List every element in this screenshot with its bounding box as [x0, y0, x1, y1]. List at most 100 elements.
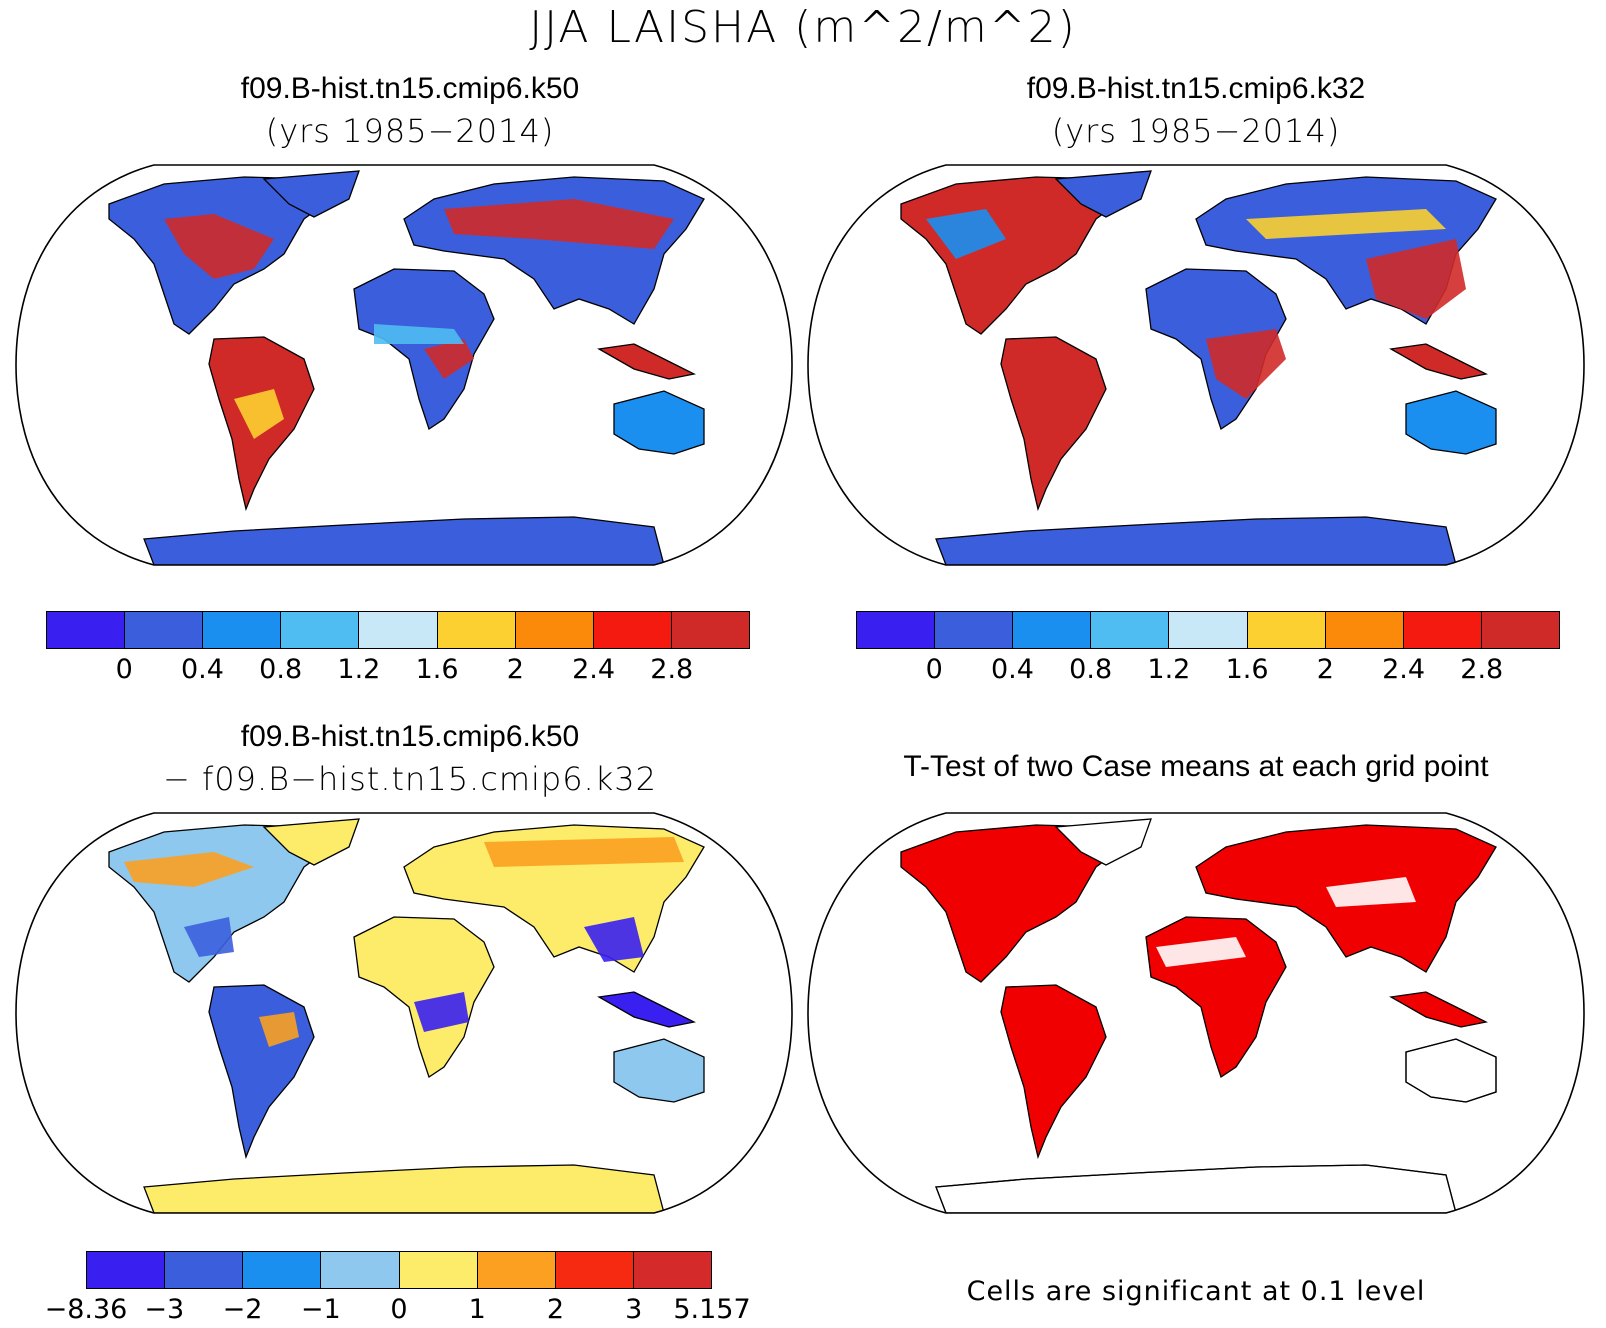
panel1-colorbar-labels: 0 0.4 0.8 1.2 1.6 2 2.4 2.8 — [46, 654, 750, 688]
panel2-subtitle: (yrs 1985−2014) — [1051, 112, 1341, 150]
colorbar-tick-label: 2.4 — [1382, 654, 1426, 685]
panel3-subtitle: − f09.B−hist.tn15.cmip6.k32 — [163, 760, 657, 798]
samerica-landmass — [1000, 336, 1107, 512]
field-region — [164, 214, 274, 279]
africa-landmass — [353, 916, 495, 1079]
colorbar-swatch — [1169, 612, 1248, 648]
australia-landmass — [1405, 390, 1497, 455]
field-region — [414, 992, 469, 1032]
colorbar-tick-label: −3 — [144, 1294, 185, 1325]
antarctica-landmass — [935, 516, 1457, 565]
colorbar-swatch — [555, 1252, 634, 1288]
colorbar-tick-label: −2 — [222, 1294, 263, 1325]
field-region — [1206, 329, 1286, 399]
colorbar-swatch — [633, 1252, 711, 1288]
map-border — [807, 164, 1585, 566]
map-border — [15, 812, 793, 1214]
panel2-colorbar-labels: 0 0.4 0.8 1.2 1.6 2 2.4 2.8 — [856, 654, 1560, 688]
panel3-map — [15, 812, 793, 1214]
field-region — [424, 339, 474, 379]
colorbar-tick-label: 2 — [546, 1294, 565, 1325]
panel2-map — [807, 164, 1585, 566]
significance-note: Cells are significant at 0.1 level — [966, 1276, 1426, 1307]
field-region — [1156, 937, 1246, 967]
seasia-landmass — [597, 991, 696, 1028]
field-region — [1246, 209, 1446, 239]
antarctica-landmass — [143, 516, 665, 565]
antarctica-outline — [935, 1164, 1457, 1213]
greenland-landmass — [1054, 818, 1152, 866]
seasia-landmass — [1389, 991, 1488, 1028]
colorbar-tick-label: 1 — [468, 1294, 486, 1325]
field-region — [374, 324, 464, 344]
colorbar-swatch — [399, 1252, 478, 1288]
field-region — [926, 209, 1006, 259]
panel2-title: f09.B-hist.tn15.cmip6.k32 — [1026, 72, 1366, 105]
colorbar-swatch — [1013, 612, 1092, 648]
field-region — [1326, 877, 1416, 907]
panel3-colorbar-labels: −8.36 −3 −2 −1 0 1 2 3 5.157 — [45, 1294, 751, 1328]
map-border — [807, 812, 1585, 1214]
colorbar-tick-label: 0.4 — [180, 654, 224, 685]
field-region — [234, 389, 284, 439]
greenland-landmass — [1054, 170, 1152, 218]
colorbar-tick-label: 0 — [115, 654, 133, 685]
colorbar-tick-label: 2.4 — [572, 654, 616, 685]
colorbar-swatch — [243, 1252, 322, 1288]
colorbar-tick-label: 0.4 — [990, 654, 1034, 685]
colorbar-tick-label: 3 — [625, 1294, 643, 1325]
colorbar-tick-label: 2 — [506, 654, 524, 685]
colorbar-swatch — [87, 1252, 166, 1288]
colorbar-tick-label: 5.157 — [673, 1294, 751, 1325]
colorbar-tick-label: 0.8 — [1069, 654, 1113, 685]
colorbar-swatch — [515, 612, 594, 648]
field-region — [124, 852, 254, 887]
greenland-landmass — [262, 170, 360, 218]
field-region — [484, 837, 684, 867]
colorbar-tick-label: −1 — [300, 1294, 341, 1325]
colorbar-swatch — [593, 612, 672, 648]
colorbar-swatch — [437, 612, 516, 648]
field-region — [259, 1012, 299, 1047]
panel4-map — [807, 812, 1585, 1214]
panel1-title: f09.B-hist.tn15.cmip6.k50 — [240, 72, 580, 105]
colorbar-tick-label: 1.2 — [337, 654, 381, 685]
colorbar-swatch — [671, 612, 749, 648]
colorbar-swatch — [857, 612, 936, 648]
colorbar-swatch — [477, 1252, 556, 1288]
colorbar-swatch — [203, 612, 282, 648]
colorbar-swatch — [359, 612, 438, 648]
colorbar-swatch — [47, 612, 126, 648]
colorbar-swatch — [1091, 612, 1170, 648]
seasia-landmass — [1389, 343, 1488, 380]
colorbar-swatch — [165, 1252, 244, 1288]
colorbar-tick-label: 1.6 — [1225, 654, 1269, 685]
colorbar-tick-label: −8.36 — [44, 1294, 128, 1325]
antarctica-landmass — [143, 1164, 665, 1213]
colorbar-tick-label: 1.2 — [1147, 654, 1191, 685]
panel3-colorbar — [86, 1251, 712, 1289]
map-land-group — [108, 170, 705, 565]
panel1-map — [15, 164, 793, 566]
map-land-group — [108, 818, 705, 1213]
australia-landmass — [613, 1038, 705, 1103]
colorbar-tick-label: 0.8 — [259, 654, 303, 685]
panel1-colorbar — [46, 611, 750, 649]
colorbar-tick-label: 0 — [925, 654, 943, 685]
field-region — [444, 199, 674, 249]
colorbar-tick-label: 2 — [1316, 654, 1334, 685]
field-region — [584, 917, 644, 962]
colorbar-swatch — [281, 612, 360, 648]
colorbar-swatch — [1481, 612, 1559, 648]
panel1-subtitle: (yrs 1985−2014) — [265, 112, 555, 150]
colorbar-tick-label: 2.8 — [1460, 654, 1504, 685]
samerica-landmass — [208, 984, 315, 1160]
panel4-title: T-Test of two Case means at each grid po… — [903, 750, 1489, 783]
seasia-landmass — [597, 343, 696, 380]
colorbar-swatch — [1247, 612, 1326, 648]
map-land-group — [900, 818, 1497, 1213]
field-region — [184, 917, 234, 957]
australia-landmass — [613, 390, 705, 455]
figure-title: JJA LAISHA (m^2/m^2) — [529, 2, 1077, 53]
colorbar-swatch — [125, 612, 204, 648]
